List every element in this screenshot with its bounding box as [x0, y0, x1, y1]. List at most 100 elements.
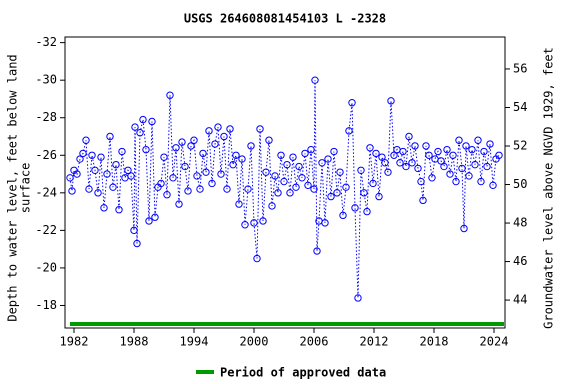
- data-point: [112, 160, 120, 169]
- plot-frame: [64, 36, 506, 329]
- data-point: [202, 168, 210, 176]
- data-point: [369, 179, 377, 188]
- data-point: [452, 177, 460, 186]
- x-tick-label: 2000: [240, 335, 269, 349]
- data-point: [458, 164, 466, 173]
- data-point: [405, 132, 413, 141]
- data-point: [172, 144, 180, 152]
- data-point: [208, 179, 216, 188]
- data-point: [190, 136, 198, 144]
- y-tick-label: -30: [35, 73, 57, 87]
- data-point: [82, 136, 90, 144]
- data-point: [372, 149, 380, 158]
- data-point: [136, 129, 144, 137]
- data-point: [262, 168, 270, 176]
- data-point: [280, 177, 288, 186]
- data-point: [175, 200, 183, 208]
- data-point: [381, 159, 389, 167]
- data-point: [357, 166, 365, 174]
- data-point: [223, 185, 231, 193]
- data-point: [259, 217, 267, 225]
- data-point: [468, 145, 476, 154]
- data-point: [301, 149, 309, 158]
- data-point: [142, 145, 150, 154]
- data-point: [148, 117, 156, 126]
- data-point: [109, 183, 117, 191]
- data-point: [100, 204, 108, 212]
- x-tick-label: 2012: [360, 335, 389, 349]
- data-point: [486, 140, 494, 148]
- data-point: [220, 132, 228, 141]
- data-point: [425, 151, 433, 159]
- data-point: [375, 192, 383, 201]
- data-point: [247, 142, 255, 150]
- y2-tick-label: 52: [513, 139, 527, 153]
- x-tick-label: 2018: [420, 335, 449, 349]
- data-point: [79, 149, 87, 158]
- data-point: [483, 162, 491, 171]
- data-point: [446, 170, 454, 178]
- data-point: [324, 155, 332, 163]
- data-point: [489, 181, 497, 190]
- y-tick-label: -18: [35, 298, 57, 312]
- data-point: [283, 160, 291, 169]
- data-point: [244, 185, 252, 193]
- chart-title: USGS 264608081454103 L -2328: [184, 12, 386, 26]
- data-point: [265, 136, 273, 144]
- data-point: [250, 219, 258, 227]
- data-point: [449, 151, 457, 159]
- y2-tick-label: 46: [513, 254, 527, 268]
- data-point: [351, 204, 359, 212]
- data-point: [318, 159, 326, 167]
- data-point: [313, 247, 321, 255]
- data-point: [295, 162, 303, 171]
- data-point: [342, 183, 350, 191]
- data-point: [229, 160, 237, 169]
- data-point: [268, 202, 276, 210]
- data-point: [238, 155, 246, 163]
- data-point: [277, 151, 285, 159]
- data-point: [226, 125, 234, 133]
- data-point: [187, 142, 195, 150]
- data-point: [495, 151, 503, 159]
- data-point: [384, 168, 392, 176]
- data-point: [181, 162, 189, 171]
- data-point: [339, 211, 347, 220]
- data-point: [271, 172, 279, 180]
- series-line: [69, 80, 500, 299]
- x-tick-label: 1994: [180, 335, 209, 349]
- data-point: [408, 159, 416, 167]
- y2-tick-label: 48: [513, 216, 527, 230]
- data-point: [274, 189, 282, 197]
- data-point: [378, 153, 386, 161]
- data-point: [336, 168, 344, 176]
- y2-tick-label: 56: [513, 61, 527, 75]
- data-point: [298, 174, 306, 182]
- y-tick-label: -28: [35, 110, 57, 124]
- data-point: [437, 157, 445, 165]
- y2-axis-label: Groundwater level above NGVD 1929, feet: [542, 47, 556, 329]
- y2-tick-label: 44: [513, 293, 527, 307]
- data-point: [133, 239, 141, 248]
- data-point: [333, 189, 341, 197]
- data-point: [97, 153, 105, 161]
- data-point: [422, 142, 430, 150]
- y-tick-label: -26: [35, 148, 57, 162]
- data-point: [480, 147, 488, 156]
- x-tick-label: 1982: [60, 335, 89, 349]
- data-point: [106, 132, 114, 141]
- data-point: [88, 151, 96, 159]
- data-point: [310, 185, 318, 193]
- data-point: [292, 183, 300, 191]
- data-point: [196, 185, 204, 193]
- data-point: [178, 138, 186, 146]
- data-point: [321, 219, 329, 227]
- data-point: [443, 145, 451, 154]
- data-point: [399, 147, 407, 156]
- data-point: [68, 187, 76, 195]
- data-point: [130, 226, 138, 235]
- data-point: [94, 189, 102, 197]
- data-point: [139, 115, 147, 124]
- data-point: [124, 166, 132, 174]
